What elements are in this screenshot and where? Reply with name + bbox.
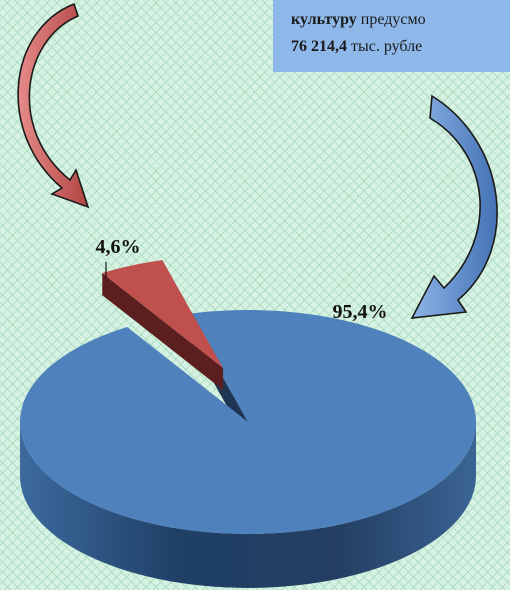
caption-line-2-text: тыс. рубле bbox=[351, 38, 423, 55]
data-label-small-slice: 4,6% bbox=[96, 236, 141, 258]
red-curved-arrow-icon bbox=[17, 2, 90, 209]
data-label-large-slice: 95,4% bbox=[333, 301, 388, 323]
pie-slice-large bbox=[19, 310, 476, 535]
caption-box: культуру предусмо 76 214,4 тыс. рубле bbox=[273, 0, 510, 72]
blue-curved-arrow-icon bbox=[410, 94, 498, 319]
pie-slice-large-side bbox=[20, 422, 476, 588]
caption-line-2: 76 214,4 тыс. рубле bbox=[291, 33, 510, 60]
pie-layer bbox=[19, 260, 476, 588]
caption-line-1: культуру предусмо bbox=[291, 6, 510, 33]
caption-line-1-bold: культуру bbox=[291, 11, 357, 28]
caption-line-2-bold: 76 214,4 bbox=[291, 38, 347, 55]
pie-slice-small bbox=[102, 260, 224, 369]
pie-slice-small-side bbox=[102, 273, 224, 391]
caption-line-1-text: предусмо bbox=[360, 11, 426, 28]
